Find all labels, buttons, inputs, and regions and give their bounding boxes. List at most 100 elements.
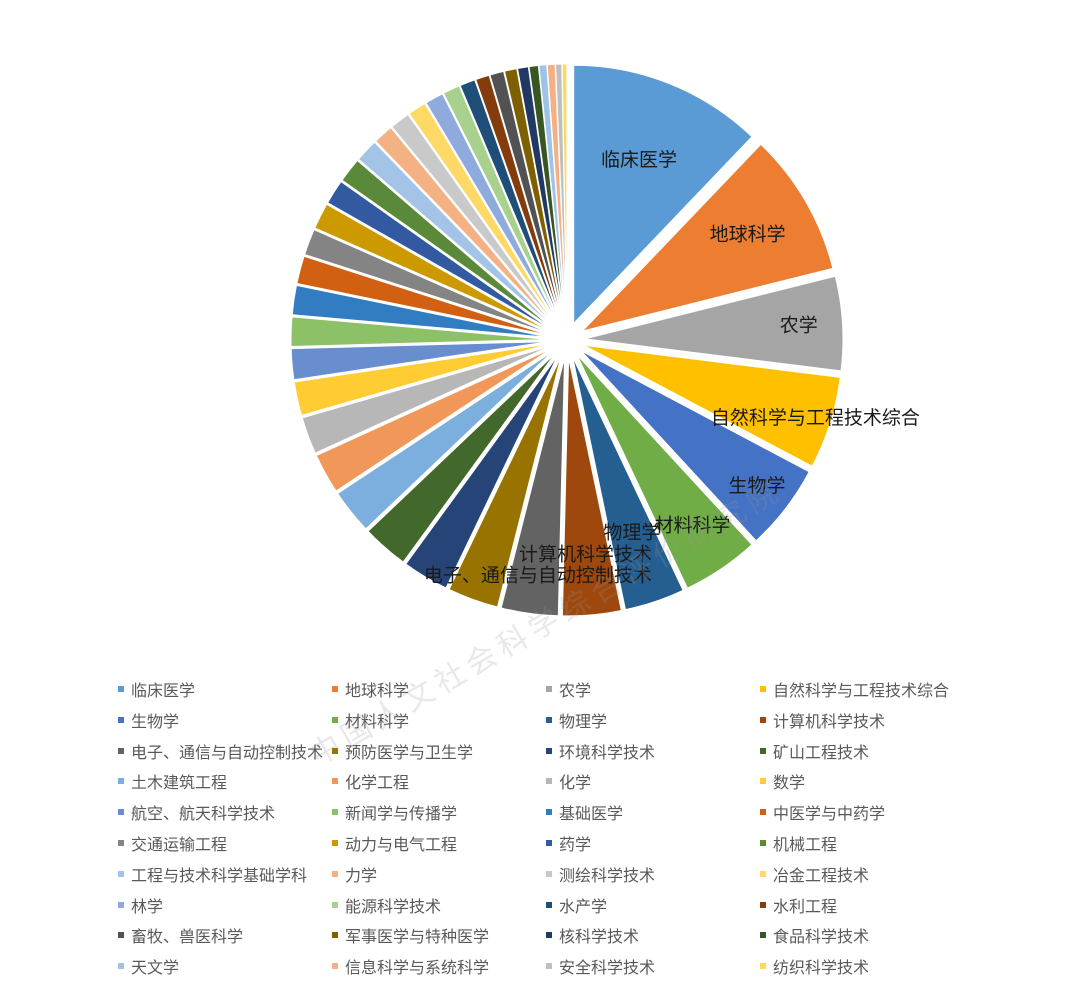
legend-swatch-icon	[332, 839, 338, 846]
legend-swatch-icon	[118, 963, 124, 970]
legend-swatch-icon	[332, 809, 338, 816]
legend-label: 水产学	[559, 896, 608, 916]
legend-item-1: 临床医学	[118, 678, 332, 700]
slice-5	[580, 350, 810, 542]
legend-label: 生物学	[131, 711, 180, 731]
legend-swatch-icon	[546, 963, 552, 970]
legend-swatch-icon	[118, 686, 124, 692]
legend-swatch-icon	[546, 747, 552, 754]
slice-31	[459, 79, 561, 324]
legend-item-17: 航空、航天科学技术	[118, 801, 332, 823]
legend-swatch-icon	[760, 686, 766, 692]
legend-swatch-icon	[546, 932, 552, 939]
legend-item-15: 化学	[546, 770, 760, 792]
legend-item-9: 电子、通信与自动控制技术	[118, 740, 332, 762]
data-label-2: 地球科学	[710, 223, 786, 245]
data-label-9: 电子、通信与自动控制技术	[424, 565, 652, 587]
legend-item-4: 自然科学与工程技术综合	[760, 678, 1000, 700]
legend-label: 化学工程	[345, 773, 410, 793]
slice-24	[341, 159, 554, 330]
slice-22	[314, 203, 552, 333]
slice-19	[291, 284, 550, 338]
legend-swatch-icon	[546, 839, 552, 846]
legend-swatch-icon	[760, 963, 766, 970]
legend-swatch-icon	[332, 870, 338, 877]
legend-label: 材料科学	[345, 711, 410, 731]
legend-item-18: 新闻学与传播学	[332, 801, 546, 823]
slice-11	[405, 355, 559, 589]
legend-item-39: 安全科学技术	[546, 955, 760, 977]
legend-label: 电子、通信与自动控制技术	[131, 742, 324, 762]
legend-label: 交通运输工程	[131, 834, 228, 854]
legend-item-7: 物理学	[546, 709, 760, 731]
legend-item-3: 农学	[546, 678, 760, 700]
legend-swatch-icon	[332, 747, 338, 754]
data-label-7: 物理学	[603, 522, 660, 544]
legend-swatch-icon	[118, 901, 124, 908]
legend-label: 土木建筑工程	[131, 773, 228, 793]
legend-item-27: 测绘科学技术	[546, 863, 760, 885]
legend-label: 地球科学	[345, 681, 410, 700]
slice-18	[290, 316, 550, 347]
slice-6	[576, 354, 753, 589]
legend-item-34: 军事医学与特种医学	[332, 924, 546, 946]
legend-item-12: 矿山工程技术	[760, 740, 1000, 762]
slice-10	[448, 356, 562, 608]
legend-swatch-icon	[546, 809, 552, 816]
slice-8	[561, 357, 622, 617]
pie-data-labels: 临床医学地球科学农学自然科学与工程技术综合生物学材料科学物理学计算机科学技术电子…	[424, 149, 920, 587]
legend-swatch-icon	[760, 747, 766, 754]
legend-label: 农学	[559, 681, 592, 700]
chart-legend: 临床医学 地球科学 农学 自然科学与工程技术综合生物学 材料科学 物理学 计算机科学技术电子…	[118, 678, 1018, 977]
legend-swatch-icon	[760, 716, 766, 723]
legend-item-19: 基础医学	[546, 801, 760, 823]
slice-15	[301, 345, 551, 454]
legend-label: 工程与技术科学基础学科	[131, 865, 308, 885]
slice-29	[425, 93, 559, 325]
legend-swatch-icon	[332, 778, 338, 785]
slice-27	[391, 113, 557, 326]
legend-item-21: 交通运输工程	[118, 832, 332, 854]
data-label-5: 生物学	[728, 475, 785, 497]
legend-item-22: 动力与电气工程	[332, 832, 546, 854]
slice-40	[561, 63, 568, 323]
legend-swatch-icon	[760, 778, 766, 785]
legend-label: 新闻学与传播学	[345, 804, 458, 824]
legend-item-36: 食品科学技术	[760, 924, 1000, 946]
legend-item-10: 预防医学与卫生学	[332, 740, 546, 762]
legend-label: 核科学技术	[559, 927, 640, 947]
slice-23	[326, 180, 553, 331]
pie-chart: 临床医学地球科学农学自然科学与工程技术综合生物学材料科学物理学计算机科学技术电子…	[290, 63, 920, 617]
data-label-4: 自然科学与工程技术综合	[711, 407, 920, 429]
legend-item-32: 水利工程	[760, 894, 1000, 916]
legend-label: 计算机科学技术	[773, 711, 886, 731]
legend-swatch-icon	[760, 809, 766, 816]
legend-item-24: 机械工程	[760, 832, 1000, 854]
legend-item-37: 天文学	[118, 955, 332, 977]
legend-swatch-icon	[760, 901, 766, 908]
legend-label: 矿山工程技术	[773, 742, 870, 762]
legend-label: 临床医学	[131, 681, 196, 700]
data-label-1: 临床医学	[601, 149, 677, 171]
slice-14	[315, 348, 552, 492]
slice-34	[503, 68, 564, 323]
legend-label: 测绘科学技术	[559, 865, 656, 885]
legend-label: 水利工程	[773, 896, 838, 916]
legend-swatch-icon	[118, 870, 124, 877]
legend-label: 数学	[773, 773, 806, 793]
slice-9	[500, 357, 566, 617]
legend-label: 基础医学	[559, 804, 624, 824]
legend-swatch-icon	[546, 778, 552, 785]
legend-label: 力学	[345, 865, 378, 885]
legend-swatch-icon	[546, 716, 552, 723]
legend-label: 军事医学与特种医学	[345, 927, 490, 947]
legend-item-33: 畜牧、兽医科学	[118, 924, 332, 946]
slice-21	[303, 229, 551, 335]
legend-label: 药学	[559, 834, 592, 854]
slice-32	[475, 74, 562, 324]
legend-swatch-icon	[332, 686, 338, 692]
data-label-6: 材料科学	[654, 515, 730, 537]
legend-label: 纺织科学技术	[773, 958, 870, 978]
legend-label: 天文学	[131, 958, 180, 978]
legend-item-35: 核科学技术	[546, 924, 760, 946]
